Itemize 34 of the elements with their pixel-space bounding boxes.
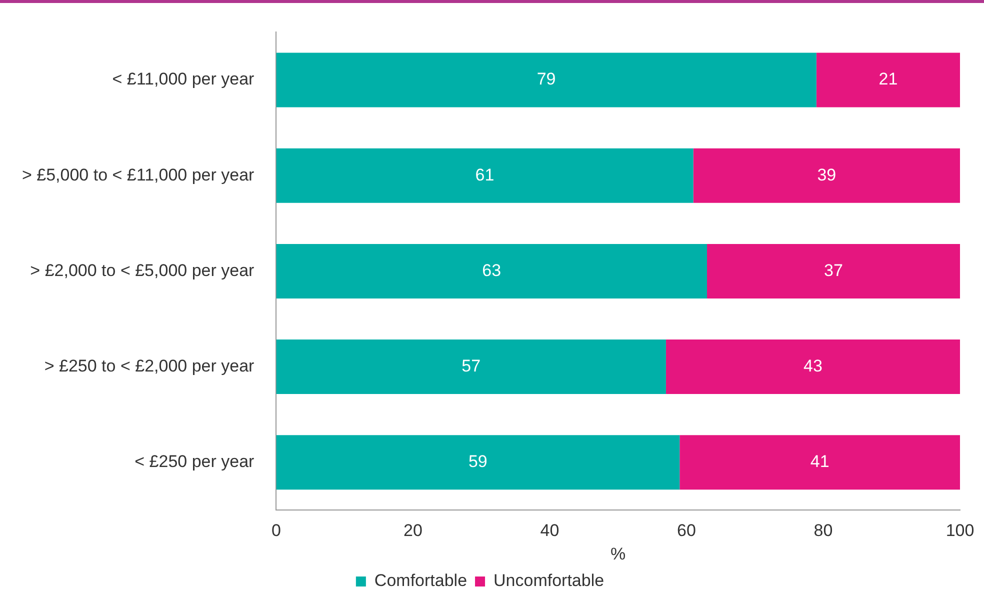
data-label: 39 [817, 165, 836, 184]
bar [680, 435, 960, 490]
data-label: 57 [462, 356, 481, 376]
bar [276, 148, 694, 203]
data-label: 61 [475, 165, 494, 184]
x-tick-label: 0 [271, 521, 281, 540]
data-label: 59 [468, 452, 488, 472]
x-tick-label: 20 [403, 521, 422, 540]
bar [276, 435, 680, 490]
data-label: 43 [804, 356, 822, 376]
data-label: 21 [878, 70, 898, 89]
bar [693, 148, 960, 203]
x-tick-label: 40 [540, 521, 560, 540]
y-tick-label: < £250 per year [134, 452, 255, 472]
y-tick-label: < £11,000 per year [112, 70, 255, 89]
x-tick-label: 100 [946, 521, 974, 540]
data-label: 41 [810, 452, 830, 472]
x-tick-label: 80 [814, 521, 833, 540]
bar [276, 340, 666, 394]
bar [276, 244, 707, 298]
data-label: 79 [536, 70, 556, 89]
bar [706, 244, 960, 298]
x-axis-title: % [610, 544, 626, 564]
legend-label: Comfortable [374, 571, 468, 590]
y-tick-label: > £5,000 to < £11,000 per year [22, 165, 255, 184]
bar [666, 340, 960, 394]
y-tick-label: > £250 to < £2,000 per year [44, 356, 255, 376]
legend-label: Uncomfortable [494, 571, 604, 590]
x-tick-label: 60 [677, 521, 696, 540]
data-label: 63 [482, 260, 502, 280]
data-label: 37 [824, 260, 843, 280]
y-tick-label: > £2,000 to < £5,000 per year [30, 260, 255, 280]
bar [276, 52, 816, 108]
bar [816, 52, 960, 108]
